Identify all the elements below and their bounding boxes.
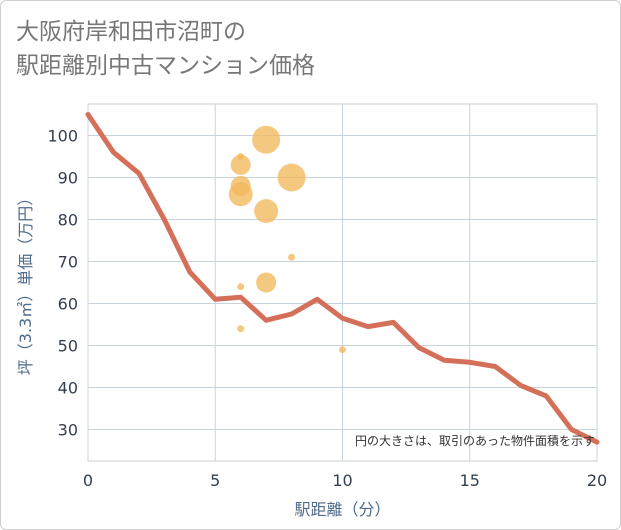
- x-tick-label: 10: [332, 471, 352, 490]
- transaction-bubble: [254, 199, 279, 224]
- y-tick-label: 60: [58, 295, 78, 314]
- transaction-bubble: [252, 125, 281, 154]
- x-axis-label: 駅距離（分）: [294, 500, 390, 519]
- bubble-size-note: 円の大きさは、取引のあった物件面積を示す: [355, 433, 595, 448]
- transaction-bubble: [277, 163, 306, 192]
- transaction-bubble: [237, 325, 245, 333]
- transaction-bubble: [228, 182, 253, 207]
- chart-title-line1: 大阪府岸和田市沼町の: [16, 19, 246, 45]
- y-tick-label: 100: [47, 127, 78, 146]
- y-tick-label: 30: [58, 421, 78, 440]
- transaction-bubble: [288, 253, 296, 261]
- transaction-bubble: [339, 346, 346, 354]
- chart-title: 大阪府岸和田市沼町の 駅距離別中古マンション価格: [16, 15, 315, 83]
- transaction-bubble: [230, 154, 251, 175]
- y-tick-label: 70: [58, 253, 78, 272]
- average-price-line: [85, 112, 600, 445]
- x-tick-label: 5: [210, 471, 220, 490]
- y-axis-label: 坪（3.3㎡）単価（万円）: [16, 190, 35, 375]
- x-tick-label: 15: [460, 471, 480, 490]
- y-tick-label: 90: [58, 169, 78, 188]
- x-tick-label: 20: [587, 471, 607, 490]
- transaction-bubble: [256, 272, 277, 293]
- x-tick-label: 0: [83, 471, 93, 490]
- chart-title-line2: 駅距離別中古マンション価格: [16, 53, 315, 79]
- y-tick-label: 40: [58, 379, 78, 398]
- transaction-bubble: [237, 283, 245, 291]
- y-tick-label: 50: [58, 337, 78, 356]
- y-tick-label: 80: [58, 211, 78, 230]
